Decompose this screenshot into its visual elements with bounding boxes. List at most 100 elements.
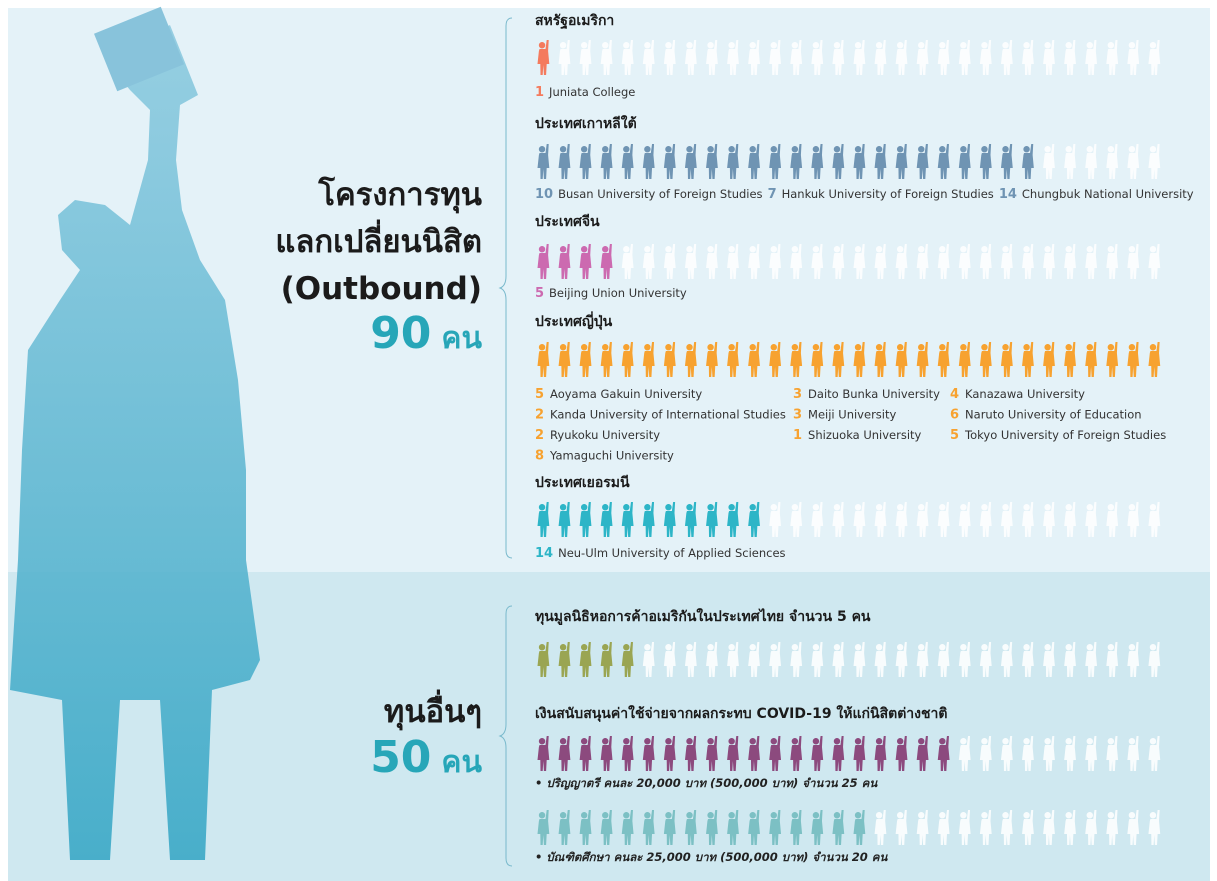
university-count: 5 <box>950 428 959 443</box>
person-icon-empty <box>874 40 887 75</box>
person-icon-empty <box>684 244 697 279</box>
person-icon-filled <box>1106 342 1119 377</box>
university-count: 10 <box>535 187 553 202</box>
person-icon-empty <box>1148 244 1161 279</box>
other-title: ทุนอื่นๆ <box>384 689 482 731</box>
university-name: Yamaguchi University <box>549 449 674 463</box>
person-icon-empty <box>874 642 887 677</box>
person-icon-empty <box>853 244 866 279</box>
person-icon-empty <box>642 642 655 677</box>
person-icon-empty <box>895 642 908 677</box>
person-icon-filled <box>727 502 739 537</box>
person-icon-empty <box>1022 244 1034 279</box>
person-icon-empty <box>1000 244 1013 279</box>
outbound-title: โครงการทุน <box>317 176 482 214</box>
person-icon-filled <box>642 342 655 377</box>
other-total: 50 คน <box>370 732 482 783</box>
person-icon-empty <box>600 40 613 75</box>
university-name: Shizuoka University <box>808 428 922 442</box>
person-icon-empty <box>1085 502 1098 537</box>
university: 2 Ryukoku University <box>535 428 660 443</box>
person-icon-empty <box>937 502 950 537</box>
total-number: 90 <box>370 308 431 359</box>
person-icon-filled <box>874 342 887 377</box>
person-icon-filled <box>579 502 592 537</box>
person-icon-empty <box>811 40 824 75</box>
person-icon-filled <box>600 810 613 845</box>
person-icon-empty <box>1085 244 1098 279</box>
person-icon-filled <box>706 342 718 377</box>
person-icon-empty <box>916 244 929 279</box>
person-icon-filled <box>853 342 866 377</box>
person-icon-empty <box>621 40 634 75</box>
person-icon-empty <box>1064 810 1076 845</box>
person-icon-filled <box>1000 342 1013 377</box>
person-icon-filled <box>663 810 676 845</box>
person-icon-filled <box>979 144 992 179</box>
person-icon-empty <box>979 642 992 677</box>
person-icon-filled <box>537 342 550 377</box>
person-icon-empty <box>979 810 992 845</box>
person-icon-empty <box>1022 40 1034 75</box>
person-icon-empty <box>958 502 971 537</box>
person-icon-filled <box>558 810 571 845</box>
person-icon-filled <box>832 342 845 377</box>
person-icon-filled <box>621 642 634 677</box>
country-name: ประเทศญี่ปุ่น <box>535 311 613 330</box>
university-name: Meiji University <box>808 408 896 422</box>
person-icon-filled <box>769 736 782 771</box>
person-icon-empty <box>895 502 908 537</box>
scholarship-title: ทุนมูลนิธิหอการค้าอเมริกันในประเทศไทย จำ… <box>535 607 871 625</box>
person-icon-empty <box>1106 144 1119 179</box>
person-icon-empty <box>1106 642 1119 677</box>
person-icon-empty <box>1106 502 1119 537</box>
person-icon-filled <box>558 502 571 537</box>
person-icon-empty <box>642 40 655 75</box>
person-icon-filled <box>621 736 634 771</box>
person-icon-empty <box>1148 502 1161 537</box>
person-icon-empty <box>937 810 950 845</box>
person-icon-filled <box>874 736 887 771</box>
person-icon-filled <box>1148 342 1161 377</box>
university-count: 1 <box>535 85 544 100</box>
scholarship-note: • บัณฑิตศึกษา คนละ 25,000 บาท (500,000 บ… <box>535 850 888 864</box>
person-icon-empty <box>1064 736 1076 771</box>
person-icon-filled <box>937 736 950 771</box>
person-icon-filled <box>832 736 845 771</box>
person-icon-filled <box>684 144 697 179</box>
person-icon-filled <box>769 342 782 377</box>
person-icon-empty <box>790 244 803 279</box>
person-icon-filled <box>600 502 613 537</box>
person-icon-filled <box>621 144 634 179</box>
person-icon-filled <box>811 342 824 377</box>
person-icon-empty <box>1043 736 1055 771</box>
person-icon-filled <box>769 810 782 845</box>
person-icon-filled <box>706 144 718 179</box>
country-name: ประเทศจีน <box>535 214 600 230</box>
person-icon-empty <box>706 244 718 279</box>
university-name: Chungbuk National University <box>1022 187 1194 201</box>
university-line: 10 Busan University of Foreign Studies 7 Ha… <box>535 187 1194 202</box>
university-count: 7 <box>768 187 777 202</box>
person-icon-empty <box>1148 810 1161 845</box>
university: 4 Kanazawa University <box>950 387 1085 402</box>
person-icon-empty <box>853 502 866 537</box>
person-icon-filled <box>663 144 676 179</box>
person-icon-empty <box>769 642 782 677</box>
person-icon-empty <box>895 810 908 845</box>
person-icon-filled <box>663 502 676 537</box>
university-line: 14 Neu-Ulm University of Applied Sciences <box>535 546 786 561</box>
university-line: 5 Beijing Union University <box>535 286 687 301</box>
total-number: 50 <box>370 732 431 783</box>
person-icon-empty <box>1127 736 1140 771</box>
university-count: 1 <box>793 428 802 443</box>
person-icon-empty <box>1064 40 1076 75</box>
person-icon-filled <box>748 342 760 377</box>
person-icon-filled <box>1043 342 1055 377</box>
university-name: Hankuk University of Foreign Studies <box>782 187 994 201</box>
person-icon-empty <box>832 642 845 677</box>
person-icon-empty <box>811 244 824 279</box>
person-icon-filled <box>895 342 908 377</box>
person-icon-empty <box>1085 810 1098 845</box>
person-icon-empty <box>937 40 950 75</box>
